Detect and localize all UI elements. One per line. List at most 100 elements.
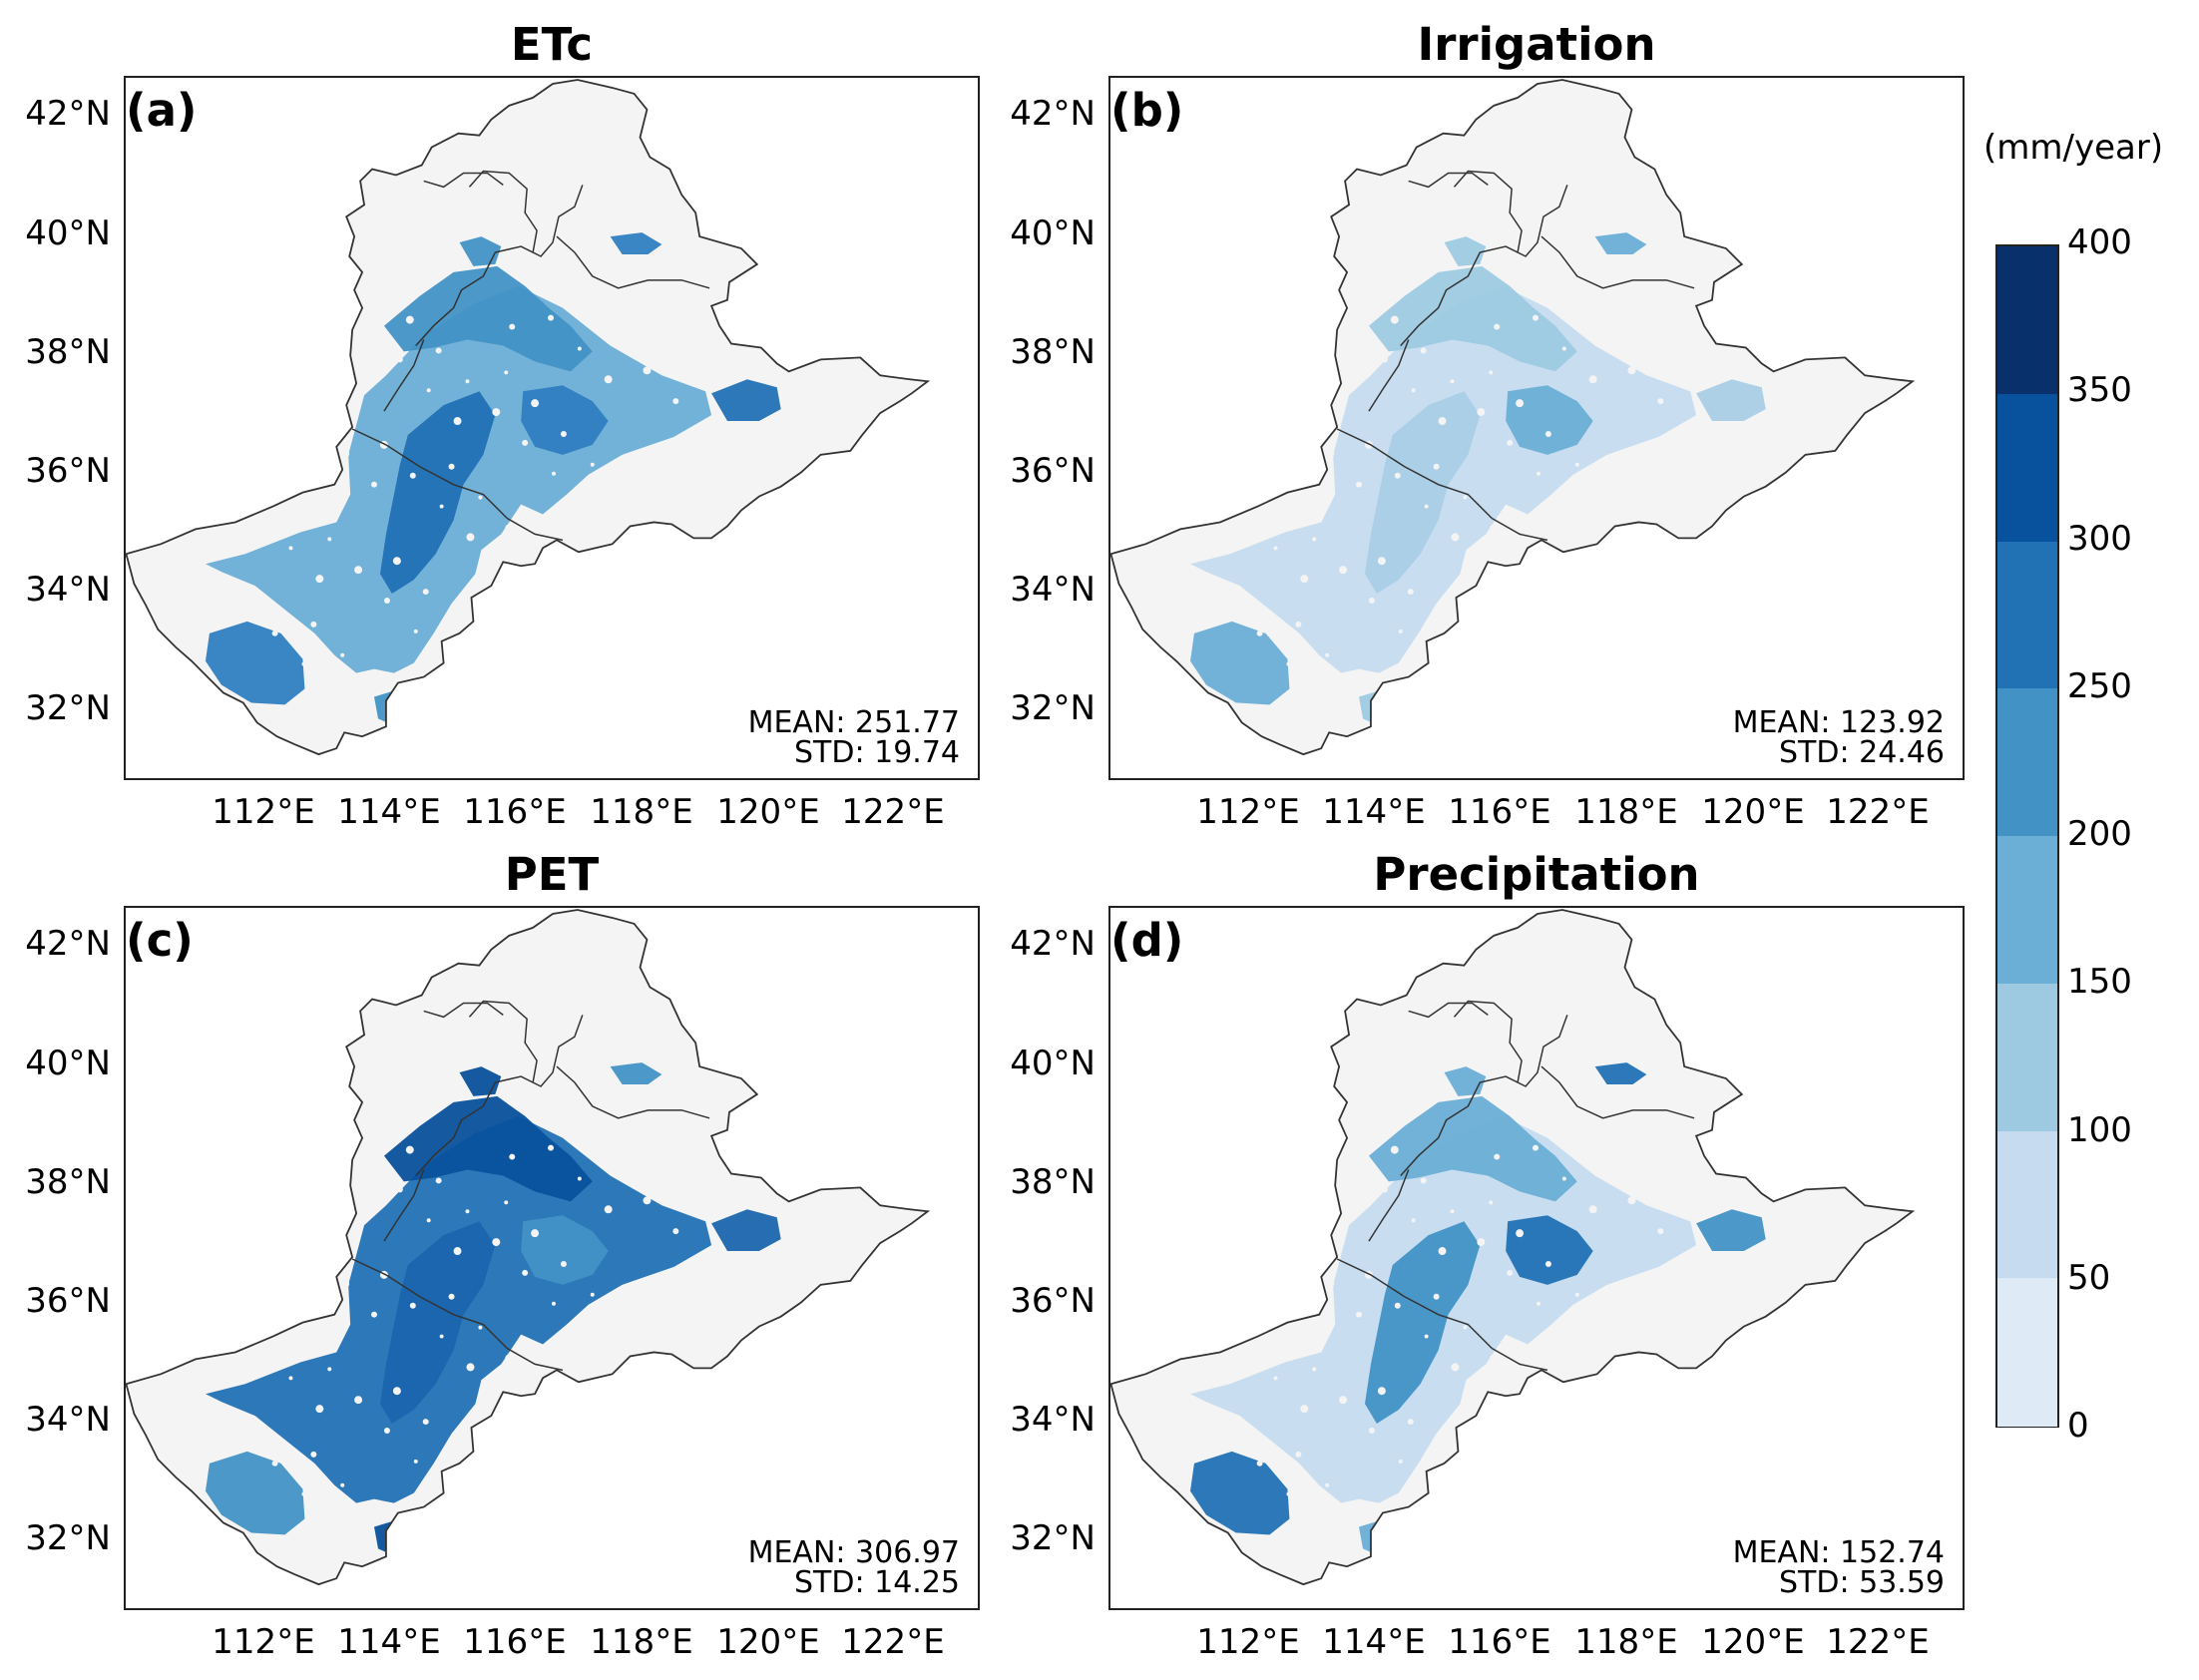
crop-area [1444, 236, 1487, 266]
speckle [1295, 1451, 1302, 1458]
lat-tick-label: 42°N [25, 924, 111, 964]
speckle [383, 598, 390, 604]
lat-tick-label: 40°N [25, 213, 111, 253]
speckle [1286, 1491, 1291, 1496]
speckle [643, 1196, 652, 1205]
speckle [367, 1154, 376, 1163]
std-value: STD: 14.25 [794, 1565, 960, 1600]
lat-tick-label: 42°N [1010, 94, 1096, 134]
crop-area [383, 265, 593, 372]
speckle [1256, 1460, 1263, 1467]
speckle [1670, 514, 1677, 521]
speckle [448, 463, 455, 470]
lat-tick-label: 36°N [25, 1281, 111, 1321]
speckle [1614, 607, 1623, 616]
speckle [1339, 566, 1348, 575]
speckle [1640, 1312, 1649, 1321]
lat-tick-label: 34°N [1010, 570, 1096, 610]
region-border [126, 909, 931, 1586]
speckle [1282, 1335, 1289, 1342]
speckle [1269, 1219, 1276, 1226]
speckle [603, 1409, 608, 1414]
speckle [681, 1187, 690, 1196]
speckle [505, 1354, 514, 1363]
speckle [504, 1200, 509, 1205]
speckle [1377, 1387, 1386, 1396]
speckle [1260, 1259, 1265, 1264]
crop-area [1594, 1062, 1647, 1084]
speckle [275, 1259, 280, 1264]
lat-tick-label: 32°N [1010, 1518, 1096, 1558]
speckle [1476, 611, 1481, 616]
speckle [314, 1251, 319, 1256]
speckle [1544, 1260, 1551, 1267]
lat-tick-label: 34°N [25, 570, 111, 610]
lon-tick-label: 116°E [1448, 1622, 1551, 1662]
speckle [288, 1376, 293, 1381]
crop-area [459, 1066, 502, 1096]
colorbar-segment [1997, 1278, 2057, 1427]
crop-area [610, 232, 662, 254]
speckle [310, 621, 317, 628]
speckle [1273, 546, 1278, 551]
speckle [1464, 648, 1473, 657]
region-border [126, 79, 931, 756]
province-border [415, 1015, 584, 1176]
speckle [617, 1321, 626, 1330]
stats-box: MEAN: 251.77 STD: 19.74 [720, 708, 960, 768]
map-canvas [1110, 909, 1916, 1586]
speckle [1356, 1311, 1362, 1318]
speckle [1533, 314, 1539, 321]
speckle [1653, 599, 1662, 607]
speckle [1300, 575, 1309, 584]
speckle [288, 546, 293, 551]
speckle [284, 1219, 291, 1226]
lat-tick-label: 38°N [25, 1162, 111, 1202]
lon-tick-label: 120°E [1701, 1622, 1805, 1662]
speckle [660, 1469, 666, 1475]
speckle [452, 620, 457, 625]
lat-tick-label: 40°N [1010, 213, 1096, 253]
speckle [1356, 481, 1362, 488]
colorbar-segment [1997, 1130, 2057, 1280]
speckle [505, 524, 514, 533]
speckle [1507, 439, 1514, 446]
lon-tick-label: 120°E [716, 792, 820, 832]
province-border [1368, 1169, 1410, 1242]
speckle [1282, 505, 1289, 512]
speckle [1424, 504, 1429, 509]
lat-tick-label: 40°N [25, 1044, 111, 1083]
speckle [448, 1293, 455, 1300]
speckle [1368, 598, 1375, 604]
speckle [328, 1163, 337, 1172]
crop-area [610, 1062, 662, 1084]
speckle [1398, 1459, 1403, 1464]
province-border [468, 1000, 538, 1083]
lon-tick-label: 112°E [212, 1622, 315, 1662]
speckle [262, 313, 267, 318]
province-border [468, 170, 538, 253]
crop-area [205, 1451, 305, 1535]
speckle [560, 430, 567, 437]
province-border [556, 235, 710, 289]
speckle [656, 482, 664, 491]
crop-layer [205, 232, 781, 729]
speckle [1325, 652, 1330, 657]
speckle [548, 1144, 554, 1151]
lon-tick-label: 114°E [337, 1622, 441, 1662]
speckle [552, 1301, 556, 1306]
speckle [435, 1177, 442, 1184]
speckle [478, 1325, 483, 1330]
crop-area [205, 621, 305, 705]
speckle [1338, 412, 1343, 417]
speckle [590, 462, 595, 467]
speckle [522, 1269, 529, 1276]
province-border [1453, 170, 1523, 253]
province-border [506, 1347, 564, 1372]
speckle [466, 533, 475, 542]
colorbar-tick-label: 350 [2067, 370, 2132, 411]
province-border [1540, 235, 1695, 289]
lat-tick-label: 36°N [1010, 451, 1096, 491]
speckle [1626, 1400, 1631, 1405]
lon-tick-label: 116°E [463, 792, 567, 832]
